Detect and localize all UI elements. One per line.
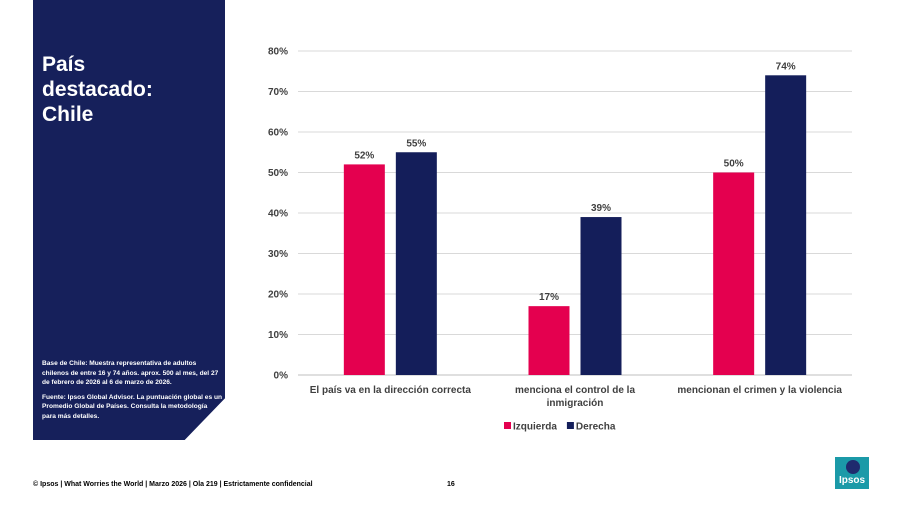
x-tick-label: inmigración (547, 398, 604, 409)
data-label: 55% (406, 138, 426, 149)
y-tick-label: 0% (274, 371, 289, 382)
data-label: 74% (776, 61, 796, 72)
logo-mark-icon (846, 460, 860, 474)
legend-swatch (504, 422, 511, 429)
footer-text: © Ipsos | What Worries the World | Marzo… (33, 481, 313, 488)
x-tick-label: El país va en la dirección correcta (310, 385, 472, 396)
bar (395, 152, 437, 375)
bar (580, 217, 622, 375)
bar (343, 164, 385, 375)
page-title: País destacado: Chile (42, 53, 153, 126)
sidebar-notes: Base de Chile: Muestra representativa de… (42, 359, 222, 427)
y-tick-label: 40% (268, 209, 288, 220)
y-tick-label: 60% (268, 128, 288, 139)
base-note: Base de Chile: Muestra representativa de… (42, 360, 219, 387)
ipsos-logo: Ipsos (835, 457, 869, 489)
page-number: 16 (447, 481, 455, 488)
data-label: 52% (354, 150, 374, 161)
legend-label: Derecha (576, 422, 616, 433)
sidebar-panel: País destacado: Chile Base de Chile: Mue… (33, 0, 225, 440)
x-tick-label: mencionan el crimen y la violencia (677, 385, 842, 396)
y-tick-label: 70% (268, 87, 288, 98)
y-tick-label: 10% (268, 330, 288, 341)
y-tick-label: 50% (268, 168, 288, 179)
legend-label: Izquierda (513, 422, 557, 433)
data-label: 17% (539, 292, 559, 303)
logo-text: Ipsos (838, 475, 866, 486)
bar (765, 75, 807, 376)
legend-swatch (566, 422, 574, 429)
y-tick-label: 20% (268, 290, 288, 301)
data-label: 39% (591, 203, 611, 214)
bar (713, 172, 755, 375)
data-label: 50% (724, 159, 744, 170)
source-note: Fuente: Ipsos Global Advisor. La puntuac… (42, 393, 223, 420)
bar (528, 306, 570, 375)
y-tick-label: 30% (268, 249, 288, 260)
x-tick-label: menciona el control de la (515, 385, 635, 396)
y-tick-label: 80% (268, 47, 288, 58)
